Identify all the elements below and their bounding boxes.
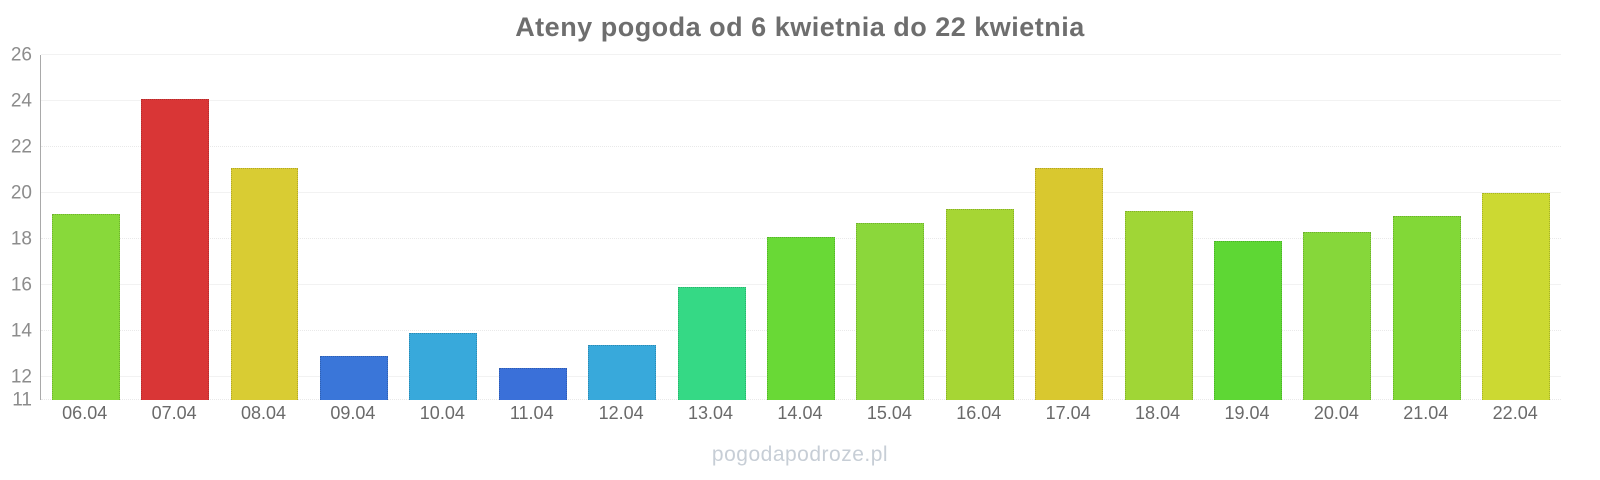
- bar-slot: [1472, 55, 1561, 400]
- x-axis-labels: 06.04 07.04 08.04 09.04 10.04 11.04 12.04 13.04…: [40, 403, 1560, 424]
- bar-slot: [577, 55, 666, 400]
- watermark: pogodapodroze.pl: [711, 443, 889, 466]
- gridline: [41, 100, 1561, 101]
- y-axis-labels: 11 12 14 16 18 20 22 24 26: [0, 46, 34, 410]
- x-tick-label-06.04: 06.04: [62, 403, 108, 423]
- y-tick-label: 14: [10, 320, 32, 342]
- y-tick-label: 24: [10, 90, 32, 112]
- bar-slot: [1382, 55, 1471, 400]
- bar-slot: [399, 55, 488, 400]
- bar-slot: [935, 55, 1024, 400]
- x-tick-label-17.04: 17.04: [1045, 403, 1091, 423]
- y-tick-label: 26: [10, 44, 32, 66]
- x-tick-label-09.04: 09.04: [330, 403, 376, 423]
- bars-layer: [41, 55, 1561, 400]
- x-tick-label-08.04: 08.04: [240, 403, 287, 423]
- x-tick-label-13.04: 13.04: [688, 403, 734, 423]
- bar-09.04[interactable]: [319, 356, 388, 400]
- x-tick-label-20.04: 20.04: [1313, 403, 1359, 423]
- gridline: [41, 54, 1561, 55]
- chart-title: Ateny pogoda od 6 kwietnia do 22 kwietni…: [515, 12, 1085, 42]
- y-tick-label: 12: [10, 366, 32, 388]
- x-tick-label-07.04: 07.04: [151, 403, 197, 423]
- bar-slot: [1114, 55, 1203, 400]
- bar-15.04[interactable]: [856, 222, 925, 400]
- gridline: [41, 146, 1561, 147]
- y-tick-label: 18: [10, 228, 32, 250]
- plot-area: [40, 54, 1561, 400]
- x-tick-label-22.04: 22.04: [1492, 403, 1538, 423]
- bar-slot: [1203, 55, 1292, 400]
- y-tick-label: 11: [12, 389, 32, 411]
- bar-slot: [488, 55, 577, 400]
- x-tick-label-10.04: 10.04: [419, 403, 465, 423]
- x-tick-label-21.04: 21.04: [1403, 403, 1449, 423]
- x-tick-label-11.04: 11.04: [509, 403, 554, 423]
- x-tick-label-15.04: 15.04: [866, 403, 912, 423]
- bar-07.04[interactable]: [141, 98, 210, 400]
- bar-14.04[interactable]: [766, 236, 835, 400]
- x-tick-label-18.04: 18.04: [1135, 403, 1181, 423]
- x-tick-label-19.04: 19.04: [1224, 403, 1270, 423]
- bar-16.04[interactable]: [945, 209, 1014, 400]
- bar-10.04[interactable]: [409, 333, 478, 400]
- bar-slot: [846, 55, 935, 400]
- x-tick-label-14.04: 14.04: [777, 403, 823, 423]
- y-tick-label: 16: [10, 274, 32, 296]
- bar-11.04[interactable]: [498, 367, 567, 400]
- y-tick-label: 22: [10, 136, 32, 158]
- x-tick-label-12.04: 12.04: [598, 403, 644, 423]
- bar-20.04[interactable]: [1303, 232, 1372, 400]
- bar-12.04[interactable]: [588, 344, 657, 400]
- bar-slot: [1024, 55, 1113, 400]
- bar-17.04[interactable]: [1035, 167, 1104, 400]
- bar-22.04[interactable]: [1482, 193, 1551, 400]
- bar-08.04[interactable]: [230, 167, 299, 400]
- bar-18.04[interactable]: [1124, 211, 1193, 400]
- gridline: [41, 192, 1561, 193]
- bar-slot: [309, 55, 398, 400]
- y-tick-label: 20: [10, 182, 32, 204]
- bar-slot: [1293, 55, 1382, 400]
- bar-slot: [130, 55, 219, 400]
- bar-06.04[interactable]: [51, 213, 120, 400]
- bar-21.04[interactable]: [1392, 216, 1461, 400]
- bar-slot: [41, 55, 130, 400]
- x-tick-label-16.04: 16.04: [956, 403, 1002, 423]
- bar-19.04[interactable]: [1214, 241, 1282, 400]
- bar-slot: [220, 55, 309, 400]
- bar-13.04[interactable]: [677, 287, 746, 400]
- bar-slot: [756, 55, 845, 400]
- bar-slot: [667, 55, 756, 400]
